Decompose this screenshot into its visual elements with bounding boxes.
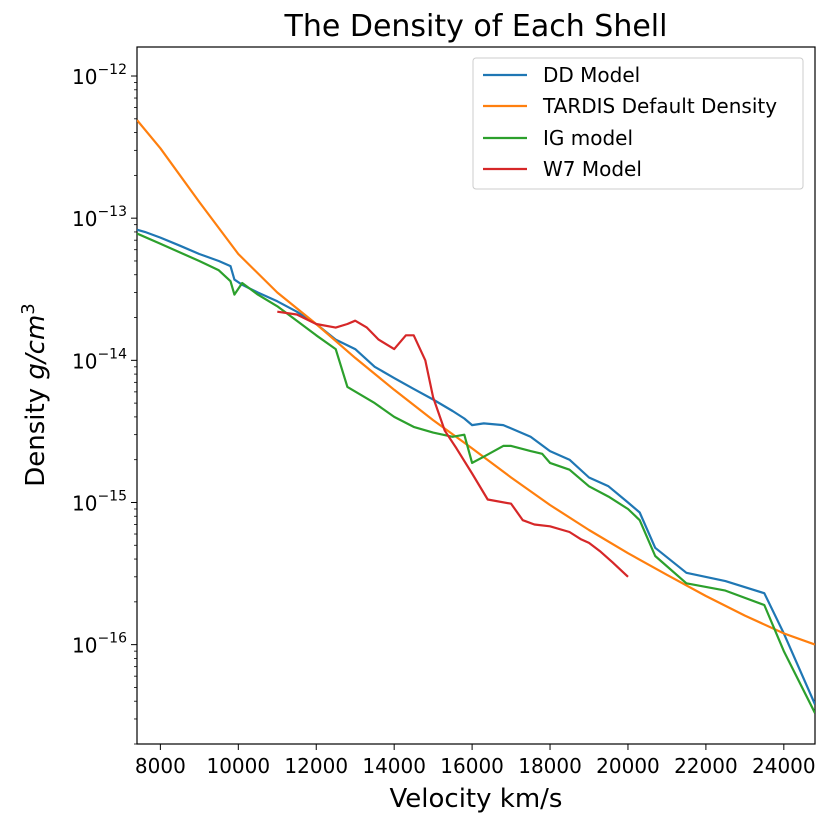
y-tick-base: 10 [72,491,97,515]
plot-frame [136,46,816,745]
y-tick-label: 10−13 [72,204,127,231]
series-line-ig [137,232,815,714]
x-axis-label: Velocity km/s [390,784,563,814]
x-tick-label: 20000 [596,754,660,778]
y-tick-exponent: −13 [97,204,127,220]
series-line-w7 [277,310,629,578]
series-line-dd [137,228,815,705]
y-axis-label-prefix: Density [21,380,51,487]
y-tick-label: 10−12 [72,62,127,89]
x-tick-label: 18000 [518,754,582,778]
x-tick-label: 8000 [135,754,186,778]
y-tick-base: 10 [72,65,97,89]
legend-box [472,57,804,190]
y-tick-base: 10 [72,349,97,373]
y-tick-label: 10−16 [72,631,127,658]
x-tick-label: 22000 [674,754,738,778]
legend-label-w7: W7 Model [543,157,642,181]
y-tick-base: 10 [72,634,97,658]
x-tick-label: 14000 [362,754,426,778]
x-tick-label: 16000 [440,754,504,778]
y-tick-label: 10−14 [72,346,127,373]
y-tick-exponent: −12 [97,62,127,78]
y-tick-base: 10 [72,207,97,231]
x-tick-label: 10000 [206,754,270,778]
x-axis: 8000 10000 12000 14000 16000 18000 20000 22000 2… [135,744,816,778]
y-tick-exponent: −15 [97,488,127,504]
legend-label-ig: IG model [543,126,633,150]
series-layer [137,119,815,714]
x-tick-label: 24000 [752,754,816,778]
x-tick-label: 12000 [284,754,348,778]
legend-label-tardis: TARDIS Default Density [542,94,777,118]
legend: DD Model TARDIS Default Density IG model… [472,57,804,190]
y-tick-label: 10−15 [72,488,127,515]
y-tick-exponent: −14 [97,346,127,362]
chart-title: The Density of Each Shell [284,9,668,44]
y-axis-label-exp: 3 [18,303,39,314]
y-axis-label-unit: g/cm [21,315,51,380]
y-axis-label: Density g/cm3 [18,303,51,486]
legend-label-dd: DD Model [543,63,640,87]
series-line-tardis [137,119,815,646]
y-tick-exponent: −16 [97,631,127,647]
